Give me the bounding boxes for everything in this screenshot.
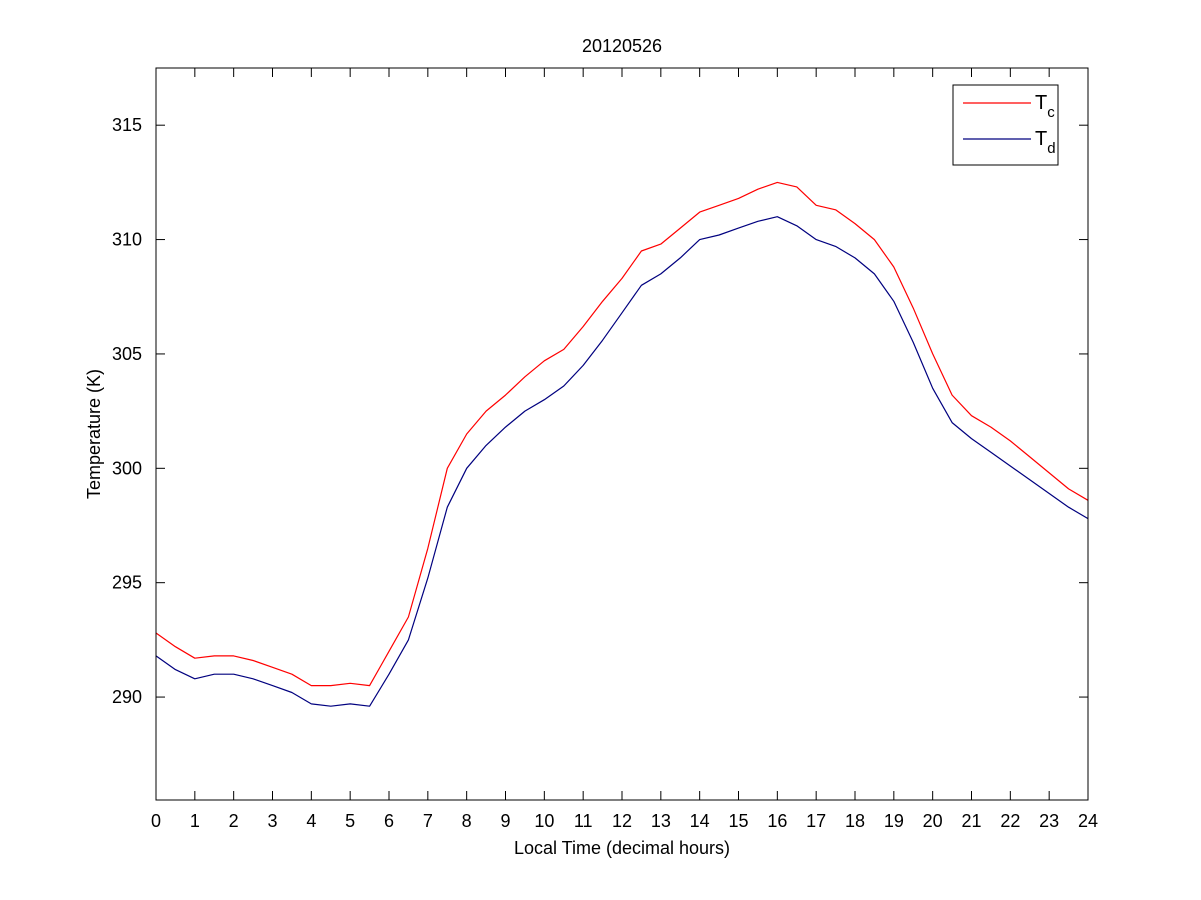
- series-layer: [155, 181, 1089, 707]
- x-tick-label: 8: [462, 811, 472, 831]
- x-tick-label: 2: [229, 811, 239, 831]
- x-tick-label: 23: [1039, 811, 1059, 831]
- plot-area-frame: [155, 67, 1089, 801]
- y-tick-label: 315: [112, 115, 142, 135]
- legend-box: [952, 84, 1059, 166]
- x-tick-label: 1: [190, 811, 200, 831]
- x-tick-label: 14: [690, 811, 710, 831]
- x-tick-label: 7: [423, 811, 433, 831]
- x-tick-label: 21: [961, 811, 981, 831]
- x-axis-title: Local Time (decimal hours): [514, 838, 730, 858]
- x-tick-label: 9: [500, 811, 510, 831]
- x-tick-label: 15: [728, 811, 748, 831]
- chart-title: 20120526: [582, 36, 662, 56]
- legend-label-c: Tc: [1035, 92, 1055, 121]
- x-tick-label: 3: [267, 811, 277, 831]
- x-tick-label: 16: [767, 811, 787, 831]
- ticks-layer: 0 1 2 3 4 5 6 7 8 9 10 11 12 13 14 15 16 17 18 19 20 21 22 23 24…: [112, 68, 1098, 831]
- x-tick-label: 17: [806, 811, 826, 831]
- x-tick-label: 19: [884, 811, 904, 831]
- x-tick-label: 6: [384, 811, 394, 831]
- legend-label-subscript: c: [1047, 104, 1055, 121]
- y-tick-label: 310: [112, 230, 142, 250]
- x-tick-label: 18: [845, 811, 865, 831]
- x-tick-label: 10: [534, 811, 554, 831]
- x-tick-label: 0: [151, 811, 161, 831]
- x-tick-label: 13: [651, 811, 671, 831]
- y-axis-title: Temperature (K): [84, 369, 104, 499]
- series-line-d: [155, 216, 1089, 707]
- x-tick-label: 20: [923, 811, 943, 831]
- x-tick-label: 11: [574, 811, 593, 831]
- x-tick-label: 22: [1000, 811, 1020, 831]
- x-tick-label: 5: [345, 811, 355, 831]
- x-tick-label: 4: [306, 811, 316, 831]
- legend-label-main: T: [1035, 128, 1047, 150]
- x-tick-label: 12: [612, 811, 632, 831]
- y-tick-label: 305: [112, 344, 142, 364]
- series-line-c: [155, 181, 1089, 687]
- y-tick-label: 300: [112, 458, 142, 478]
- legend-label-main: T: [1035, 92, 1047, 114]
- legend-label-subscript: d: [1047, 140, 1055, 157]
- y-tick-label: 290: [112, 687, 142, 707]
- y-tick-label: 295: [112, 573, 142, 593]
- legend-label-d: Td: [1035, 128, 1056, 157]
- x-tick-label: 24: [1078, 811, 1098, 831]
